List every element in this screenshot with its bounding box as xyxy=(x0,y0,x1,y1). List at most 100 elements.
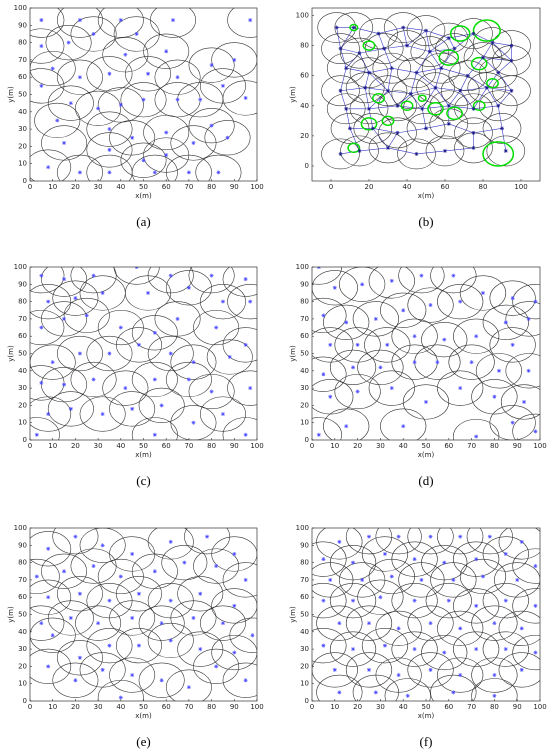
link xyxy=(406,45,430,52)
x-tick-label: 30 xyxy=(94,442,103,450)
point xyxy=(401,308,406,313)
point xyxy=(34,432,39,437)
point xyxy=(62,140,67,145)
y-tick-label: 100 xyxy=(14,524,27,532)
point xyxy=(357,148,362,153)
point xyxy=(243,277,248,282)
coverage-circle xyxy=(375,528,422,555)
x-axis-label: x(m) xyxy=(418,712,435,720)
coverage-circle xyxy=(115,628,162,664)
point xyxy=(519,626,524,631)
point xyxy=(159,621,164,626)
coverage-circle xyxy=(391,318,438,354)
point xyxy=(91,564,96,569)
coverage-circle xyxy=(312,417,342,440)
y-tick-label: 50 xyxy=(18,350,27,358)
point xyxy=(175,97,180,102)
coverage-circle xyxy=(138,387,185,424)
coverage-circle xyxy=(368,132,408,164)
point xyxy=(344,424,349,429)
point xyxy=(77,18,82,23)
y-tick-label: 30 xyxy=(18,384,27,392)
point xyxy=(510,296,515,301)
point xyxy=(77,75,82,80)
link xyxy=(372,128,398,134)
y-tick-label: 80 xyxy=(300,298,309,306)
coverage-circle xyxy=(143,114,190,151)
point xyxy=(198,591,203,596)
point xyxy=(469,360,474,365)
coverage-circle xyxy=(79,396,126,432)
point xyxy=(424,126,428,131)
coverage-circle xyxy=(199,68,246,104)
point xyxy=(519,539,524,544)
point xyxy=(526,316,531,321)
point xyxy=(62,382,67,387)
coverage-circle xyxy=(339,562,386,598)
point xyxy=(378,595,383,600)
point xyxy=(168,598,173,603)
point xyxy=(401,25,406,30)
coverage-circle xyxy=(340,135,379,167)
point xyxy=(487,534,492,539)
coverage-circle xyxy=(384,678,431,701)
link xyxy=(340,27,355,49)
point xyxy=(443,148,447,153)
coverage-circle xyxy=(345,72,385,104)
link xyxy=(444,147,474,152)
y-tick-label: 50 xyxy=(18,91,27,99)
point xyxy=(435,360,440,365)
x-tick-label: 0 xyxy=(310,442,314,450)
coverage-circle xyxy=(498,652,540,688)
point xyxy=(360,577,365,582)
coverage-circle xyxy=(312,356,347,392)
coverage-circle xyxy=(86,628,133,664)
point xyxy=(503,551,508,556)
link xyxy=(416,51,431,73)
coverage-circle xyxy=(79,528,126,563)
coverage-circle xyxy=(375,610,422,646)
point xyxy=(232,551,237,556)
point xyxy=(474,557,479,562)
x-tick-label: 20 xyxy=(71,703,80,711)
x-tick-label: 40 xyxy=(116,442,125,450)
coverage-circle xyxy=(453,631,500,667)
point xyxy=(77,170,82,175)
point xyxy=(46,165,51,170)
coverage-circle xyxy=(113,267,160,285)
coverage-circle xyxy=(115,576,162,612)
point xyxy=(405,693,410,698)
point xyxy=(168,638,173,643)
coverage-circle xyxy=(345,605,393,641)
y-tick-label: 60 xyxy=(18,593,27,601)
x-tick-label: 0 xyxy=(28,183,32,191)
x-tick-label: 40 xyxy=(403,183,412,191)
y-tick-label: 100 xyxy=(296,263,309,271)
point xyxy=(39,44,44,49)
point xyxy=(107,598,112,603)
coverage-circle xyxy=(334,327,381,363)
coverage-circle xyxy=(222,417,257,440)
y-tick-label: 80 xyxy=(18,39,27,47)
x-tick-label: 80 xyxy=(479,183,488,191)
link xyxy=(467,57,484,76)
y-tick-label: 30 xyxy=(300,645,309,653)
point xyxy=(91,31,96,36)
coverage-circle xyxy=(147,335,194,372)
coverage-circle xyxy=(30,417,60,440)
point xyxy=(367,70,371,75)
coverage-circle xyxy=(329,583,377,619)
point xyxy=(130,406,135,411)
point xyxy=(321,557,326,562)
coverage-circle xyxy=(489,327,536,363)
coverage-circle xyxy=(131,315,178,351)
coverage-circle xyxy=(345,652,393,688)
point xyxy=(50,633,55,638)
coverage-circle xyxy=(75,605,122,641)
point xyxy=(118,102,123,107)
point xyxy=(496,368,501,373)
x-axis-label: x(m) xyxy=(135,712,152,720)
point xyxy=(344,320,349,325)
y-tick-label: 60 xyxy=(300,593,309,601)
link xyxy=(486,72,499,88)
